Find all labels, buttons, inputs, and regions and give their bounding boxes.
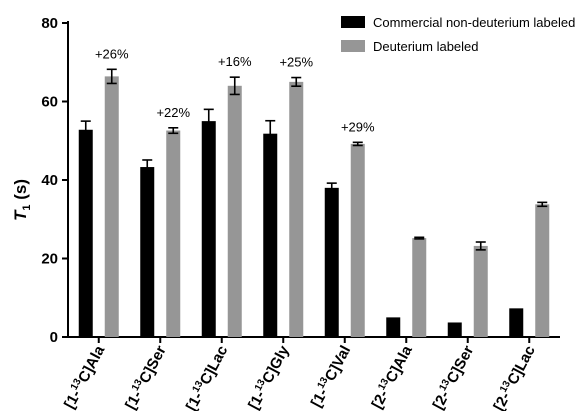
x-tick-label-superscript: 13 — [376, 377, 391, 392]
legend-label-1: Commercial non-deuterium labeled — [373, 15, 575, 30]
bar-series-1 — [140, 167, 155, 337]
percent-increase-annotation: +26% — [95, 46, 129, 61]
x-tick-label-suffix: C]Lac — [197, 343, 232, 388]
x-tick-label-prefix: [2- — [490, 390, 514, 411]
bar-series-1 — [324, 187, 339, 337]
x-tick-label: [1-13C]Val — [307, 342, 354, 410]
bar-series-1 — [447, 322, 462, 337]
y-tick-label: 20 — [41, 251, 58, 268]
x-tick-label-suffix: C]Lac — [504, 343, 539, 388]
bar-series-1 — [509, 308, 524, 337]
x-tick-label-suffix: C]Ala — [382, 342, 416, 385]
x-tick-label-prefix: [1- — [183, 390, 207, 411]
x-tick-label-superscript: 13 — [253, 377, 268, 392]
bar-series-2 — [535, 204, 550, 337]
bar-series-1 — [201, 121, 216, 337]
y-axis: 0 20 40 60 80 — [41, 15, 69, 346]
x-tick-label-prefix: [2- — [369, 387, 393, 411]
bar-series-2 — [289, 81, 304, 337]
y-axis-label: T1 (s) — [11, 179, 33, 221]
error-bars — [80, 68, 548, 251]
legend-swatch-1 — [341, 16, 365, 28]
percent-increase-annotation: +16% — [218, 54, 252, 69]
legend: Commercial non-deuterium labeled Deuteriu… — [341, 15, 575, 54]
x-tick-label-superscript: 13 — [191, 379, 206, 394]
x-tick-label-prefix: [2- — [430, 388, 454, 411]
x-axis: [1-13C]Ala[1-13C]Ser[1-13C]Lac[1-13C]Gly… — [60, 336, 560, 411]
bar-series-2 — [227, 85, 242, 337]
bar-series-2 — [166, 130, 181, 337]
y-tick-label: 40 — [41, 172, 58, 189]
legend-label-2: Deuterium labeled — [373, 39, 479, 54]
annotations: +26% +22% +16% +25% +29% — [95, 46, 375, 134]
x-tick-label-prefix: [1- — [122, 388, 146, 411]
y-axis-label-main: T — [11, 209, 30, 221]
x-tick-label: [1-13C]Lac — [182, 342, 231, 411]
x-tick-label-prefix: [1- — [308, 386, 332, 410]
legend-swatch-2 — [341, 40, 365, 52]
y-axis-label-unit: (s) — [11, 179, 30, 205]
x-tick-label: [2-13C]Ser — [429, 342, 478, 411]
percent-increase-annotation: +29% — [341, 119, 375, 134]
x-tick-label-superscript: 13 — [130, 377, 145, 392]
bar-series-2 — [350, 143, 365, 337]
x-tick-label-suffix: C]Ala — [75, 342, 109, 385]
x-tick-label: [1-13C]Ala — [60, 342, 108, 411]
x-tick-label: [1-13C]Ser — [121, 342, 170, 411]
bar-series-1 — [386, 317, 401, 337]
bars — [78, 76, 550, 337]
x-tick-label: [2-13C]Ala — [368, 342, 416, 411]
x-tick-label-suffix: C]Ser — [136, 343, 170, 386]
x-tick-label-prefix: [1- — [245, 388, 269, 411]
bar-series-2 — [473, 245, 488, 337]
y-tick-label: 60 — [41, 94, 58, 111]
x-tick-label: [2-13C]Lac — [489, 342, 538, 411]
bar-series-1 — [263, 133, 278, 337]
x-tick-label-suffix: C]Ser — [443, 343, 477, 386]
x-tick-label-superscript: 13 — [316, 375, 331, 390]
bar-series-2 — [104, 76, 119, 337]
bar-series-1 — [78, 129, 93, 337]
x-tick-label-superscript: 13 — [69, 377, 84, 392]
x-tick-label: [1-13C]Gly — [244, 342, 293, 411]
y-tick-label: 80 — [41, 15, 58, 32]
x-tick-label-superscript: 13 — [437, 377, 452, 392]
x-tick-label-prefix: [1- — [61, 387, 85, 411]
percent-increase-annotation: +25% — [279, 55, 313, 70]
y-tick-label: 0 — [50, 329, 58, 346]
bar-series-2 — [412, 238, 427, 337]
x-tick-label-superscript: 13 — [498, 379, 513, 394]
percent-increase-annotation: +22% — [156, 105, 190, 120]
x-tick-label-suffix: C]Gly — [259, 342, 293, 386]
x-tick-label-suffix: C]Val — [322, 343, 355, 384]
y-axis-label-sub: 1 — [21, 204, 33, 210]
